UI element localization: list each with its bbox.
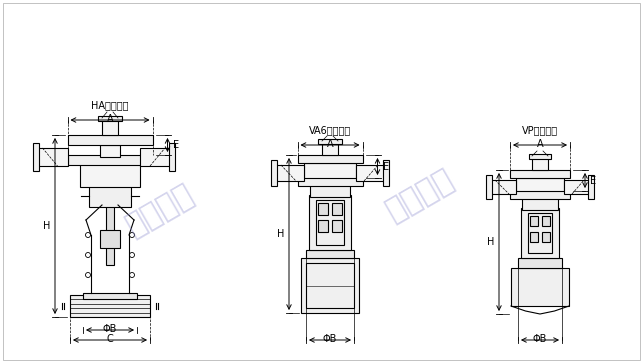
Bar <box>318 220 328 232</box>
Bar <box>510 170 570 178</box>
Bar <box>102 120 118 135</box>
Bar <box>521 208 559 258</box>
Bar <box>528 213 552 253</box>
Bar <box>530 216 538 226</box>
Bar <box>68 135 152 145</box>
Text: 业欣阀门: 业欣阀门 <box>121 179 199 241</box>
Text: A: A <box>107 114 113 124</box>
Bar <box>532 158 548 170</box>
Text: H: H <box>487 237 494 247</box>
Bar <box>383 160 389 186</box>
Bar <box>106 205 114 265</box>
Text: VA6执行机构: VA6执行机构 <box>309 125 351 135</box>
Bar <box>98 116 122 121</box>
Bar <box>306 263 354 308</box>
Text: HA执行机构: HA执行机构 <box>91 100 129 110</box>
Bar <box>169 143 175 171</box>
Bar <box>298 178 363 186</box>
Bar <box>516 178 564 196</box>
Text: 业欣阀门: 业欣阀门 <box>381 164 459 226</box>
Bar <box>80 162 140 187</box>
Text: ΦB: ΦB <box>533 334 547 344</box>
Bar <box>510 191 570 199</box>
Text: E: E <box>590 175 596 185</box>
Text: C: C <box>107 334 113 344</box>
Bar <box>316 200 344 245</box>
Bar <box>100 145 120 157</box>
Text: A: A <box>537 139 543 149</box>
Bar <box>511 268 569 306</box>
Bar <box>140 148 170 166</box>
Bar <box>542 232 550 242</box>
Bar <box>542 216 550 226</box>
Bar <box>309 195 351 250</box>
Text: ΦB: ΦB <box>103 324 117 334</box>
Bar <box>68 155 152 165</box>
Text: H: H <box>276 229 284 239</box>
Bar <box>271 160 277 186</box>
Bar <box>276 165 304 181</box>
Bar <box>356 165 384 181</box>
Bar <box>301 258 359 313</box>
Bar <box>304 163 356 183</box>
Bar <box>306 250 354 258</box>
Bar <box>564 180 589 194</box>
Bar <box>486 175 492 199</box>
Bar <box>588 175 594 199</box>
Bar <box>332 220 342 232</box>
Text: VP执行机构: VP执行机构 <box>522 125 558 135</box>
Bar <box>529 154 551 159</box>
Bar <box>298 155 363 163</box>
Bar <box>83 293 137 299</box>
Bar <box>491 180 516 194</box>
Bar <box>322 143 338 155</box>
Bar <box>37 148 68 166</box>
Bar <box>522 196 558 210</box>
Bar <box>70 295 150 317</box>
Bar <box>332 203 342 215</box>
Bar <box>310 183 350 197</box>
Bar <box>318 139 342 144</box>
Bar <box>518 258 562 268</box>
Text: ΦB: ΦB <box>323 334 337 344</box>
Text: E: E <box>172 140 179 150</box>
Text: E: E <box>383 162 388 171</box>
Bar <box>89 185 131 207</box>
Bar <box>318 203 328 215</box>
Bar <box>530 232 538 242</box>
Bar <box>33 143 39 171</box>
Bar <box>100 230 120 248</box>
Text: H: H <box>42 221 50 231</box>
Text: A: A <box>327 139 333 149</box>
